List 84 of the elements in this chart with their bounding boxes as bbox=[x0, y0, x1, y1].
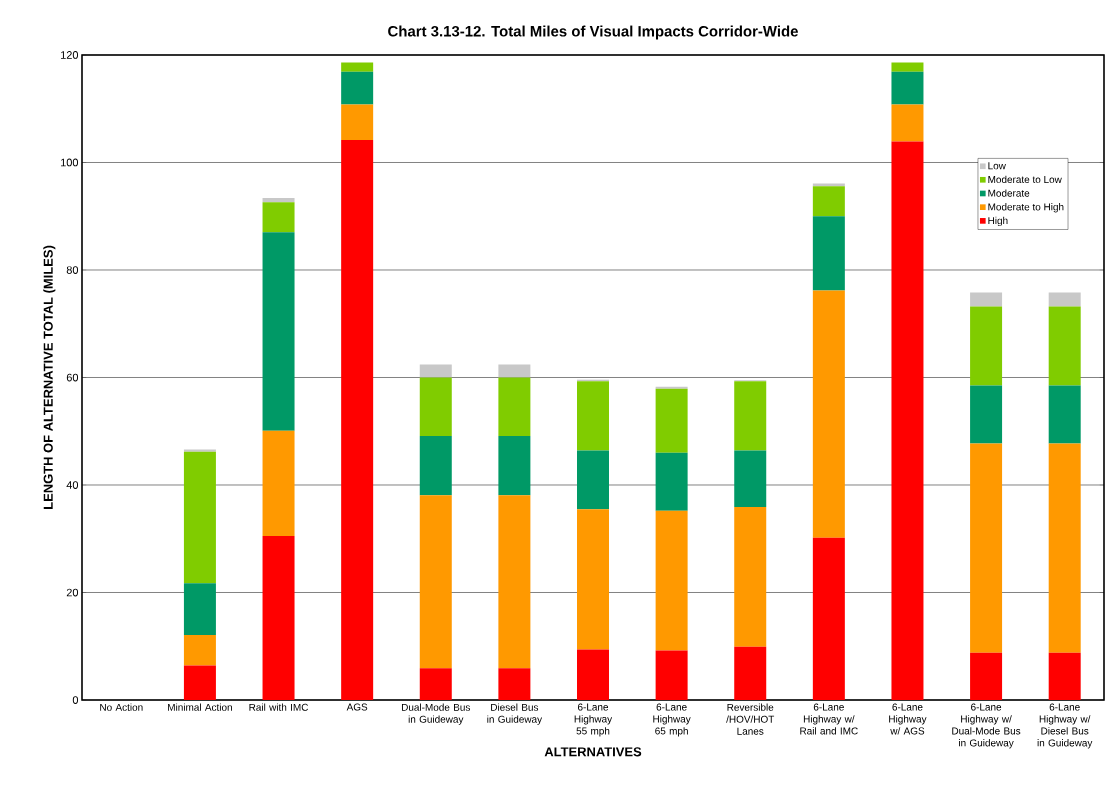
bar bbox=[262, 197, 295, 203]
x-tick-label: Minimal Action bbox=[168, 703, 232, 711]
bar bbox=[183, 583, 216, 635]
bar bbox=[577, 649, 609, 700]
bar bbox=[341, 104, 374, 140]
bar bbox=[1048, 306, 1081, 386]
bar bbox=[734, 507, 767, 647]
bar bbox=[812, 186, 845, 217]
bar bbox=[655, 650, 688, 700]
bar bbox=[341, 139, 374, 700]
bar bbox=[1048, 652, 1081, 700]
bar bbox=[498, 377, 531, 437]
bar bbox=[812, 537, 845, 700]
x-tick-label: 6-Lane Highway w/ Rail and IMC bbox=[800, 703, 858, 735]
x-tick-label: 6-Lane Highway w/ AGS bbox=[889, 703, 927, 735]
x-tick-label: 6-Lane Highway 65 mph bbox=[653, 703, 691, 737]
y-tick-label: 0 bbox=[72, 696, 79, 704]
bar bbox=[970, 292, 1003, 307]
x-tick-label: 6-Lane Highway w/ Diesel Bus in Guideway bbox=[1037, 703, 1093, 749]
bar bbox=[419, 668, 452, 700]
bar bbox=[183, 451, 216, 584]
x-tick-label: 6-Lane Highway 55 mph bbox=[574, 703, 613, 737]
bar bbox=[1048, 385, 1081, 444]
y-tick-label: 20 bbox=[66, 588, 79, 597]
bar bbox=[734, 381, 767, 451]
bar bbox=[419, 377, 452, 437]
bar bbox=[419, 436, 452, 496]
x-axis-title: ALTERNATIVES bbox=[544, 747, 642, 757]
bar bbox=[262, 430, 295, 537]
bar bbox=[812, 216, 845, 291]
legend-label: Low bbox=[988, 162, 1006, 170]
bar bbox=[655, 510, 688, 651]
bar bbox=[655, 452, 688, 511]
bar bbox=[498, 364, 531, 378]
bar bbox=[655, 386, 688, 389]
bar bbox=[341, 62, 374, 72]
bar bbox=[183, 665, 216, 700]
bar bbox=[498, 668, 531, 700]
y-axis-title: LENGTH OF ALTERNATIVE TOTAL (MILES) bbox=[43, 245, 56, 509]
bar bbox=[970, 443, 1003, 653]
y-tick-label: 80 bbox=[66, 266, 79, 274]
x-tick-label: 6-Lane Highway w/ Dual-Mode Bus in Guideway bbox=[952, 703, 1021, 749]
bar bbox=[970, 306, 1003, 386]
bar bbox=[498, 495, 531, 669]
bar bbox=[183, 449, 216, 452]
bar bbox=[183, 634, 216, 666]
x-tick-label: AGS bbox=[346, 703, 368, 711]
chart-title: Chart 3.13-12. Total Miles of Visual Impacts Corridor-Wide bbox=[388, 25, 798, 40]
legend-label: Moderate to High bbox=[988, 203, 1064, 213]
x-tick-label: Dual-Mode Bus in Guideway bbox=[401, 703, 470, 725]
y-tick-label: 40 bbox=[66, 481, 79, 489]
legend-label: Moderate to Low bbox=[988, 175, 1062, 184]
bar bbox=[577, 381, 609, 451]
bar bbox=[498, 436, 531, 496]
y-tick-label: 100 bbox=[61, 158, 79, 167]
y-tick-label: 120 bbox=[61, 51, 79, 59]
bar bbox=[1048, 443, 1081, 653]
legend-label: Moderate bbox=[988, 189, 1030, 197]
bar bbox=[577, 450, 609, 510]
bar bbox=[341, 71, 374, 105]
bar bbox=[812, 290, 845, 538]
bar bbox=[262, 536, 295, 700]
bar bbox=[891, 141, 924, 700]
x-tick-label: Diesel Bus in Guideway bbox=[487, 703, 543, 725]
y-tick-label: 60 bbox=[66, 373, 79, 382]
bar bbox=[419, 495, 452, 669]
bar bbox=[262, 202, 295, 233]
bar bbox=[970, 385, 1003, 444]
bar bbox=[1048, 292, 1081, 307]
bar bbox=[812, 183, 845, 187]
bar bbox=[577, 509, 609, 650]
legend-label: High bbox=[988, 216, 1008, 227]
x-tick-label: Rail with IMC bbox=[249, 703, 309, 711]
bar bbox=[262, 232, 295, 431]
x-tick-label: No Action bbox=[100, 703, 143, 711]
bar bbox=[891, 62, 924, 72]
bar bbox=[891, 104, 924, 142]
bar bbox=[655, 388, 688, 453]
bar bbox=[734, 450, 767, 508]
bar bbox=[891, 71, 924, 105]
bar bbox=[734, 646, 767, 700]
x-tick-label: Reversible /HOV/HOT Lanes bbox=[726, 703, 775, 735]
bar bbox=[970, 652, 1003, 700]
bar bbox=[419, 364, 452, 378]
